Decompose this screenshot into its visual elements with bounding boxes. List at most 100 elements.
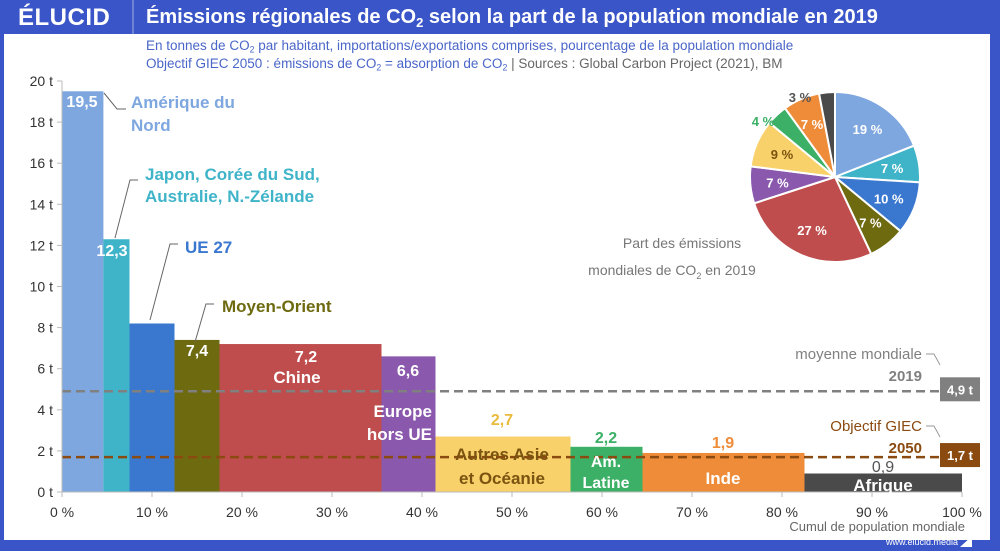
bar-region-label: Am. xyxy=(591,454,621,471)
x-tick-label: 20 % xyxy=(226,504,258,520)
y-tick-label: 14 t xyxy=(30,196,53,212)
subtitle-line-1: En tonnes de CO2 par habitant, importati… xyxy=(146,37,793,55)
bar-value-label: 0,9 xyxy=(872,459,894,476)
pie-layer: 19 % 7 % 10 % 7 % 27 % 7 % 9 % 4 % 7 % 3 % Part de… xyxy=(588,90,921,281)
pie-slice-label: 7 % xyxy=(881,161,904,176)
y-tick-label: 4 t xyxy=(37,402,53,418)
subtitle-subscript: 2 xyxy=(249,44,255,55)
pie-slice-label: 7 % xyxy=(859,216,882,231)
reference-badge-text: 4,9 t xyxy=(947,382,974,397)
title-subscript: 2 xyxy=(416,14,424,30)
x-tick-label: 80 % xyxy=(766,504,798,520)
y-tick-label: 10 t xyxy=(30,279,53,295)
bar-region-label: Latine xyxy=(582,475,629,492)
pie-title-text: en 2019 xyxy=(701,262,756,278)
subtitle-subscript: 2 xyxy=(376,62,382,73)
leader-line xyxy=(149,243,178,321)
reference-label: Objectif GIEC xyxy=(830,418,922,435)
y-tick-label: 20 t xyxy=(30,73,53,89)
reference-label: moyenne mondiale xyxy=(795,346,922,363)
elucid-corner-icon xyxy=(960,536,972,547)
title-text-post: selon la part de la population mondiale … xyxy=(423,6,878,28)
y-tick-label: 2 t xyxy=(37,443,53,459)
bar-3 xyxy=(174,339,220,492)
title-text-pre: Émissions régionales de CO xyxy=(146,6,417,28)
bar-region-label: Amérique du xyxy=(131,93,235,112)
labels-layer: 19,5 Amérique du Nord 12,3 Japon, Corée du S… xyxy=(66,92,913,495)
y-tick-label: 16 t xyxy=(30,155,53,171)
bar-value-label: 6,6 xyxy=(397,363,419,380)
pie-slice-0 xyxy=(834,90,916,179)
pie-slice-label: 4 % xyxy=(752,114,775,129)
y-tick-label: 0 t xyxy=(37,484,53,500)
reference-label: 2019 xyxy=(889,368,922,385)
chart-subtitle: En tonnes de CO2 par habitant, importati… xyxy=(146,37,793,73)
x-tick-label: 90 % xyxy=(856,504,888,520)
bar-region-label: Chine xyxy=(273,368,320,387)
bar-value-label: 7,2 xyxy=(295,349,317,366)
x-tick-label: 30 % xyxy=(316,504,348,520)
reference-label: 2050 xyxy=(889,440,922,457)
reference-badge-text: 1,7 t xyxy=(947,448,974,463)
y-tick-label: 8 t xyxy=(37,320,53,336)
subtitle-text: = absorption de CO xyxy=(381,56,503,71)
bar-region-label: Moyen-Orient xyxy=(222,297,332,316)
bar-region-label: Afrique xyxy=(853,476,913,495)
footer-url[interactable]: www.elucid.media xyxy=(885,537,958,547)
pie-slice-label: 19 % xyxy=(853,122,883,137)
bar-9 xyxy=(804,473,962,492)
bar-5 xyxy=(381,356,436,492)
reference-badge-1 xyxy=(940,443,980,468)
leader-line xyxy=(194,303,214,343)
pie-title-line-2: mondiales de CO2 en 2019 xyxy=(588,262,756,281)
subtitle-line-2: Objectif GIEC 2050 : émissions de CO2 = … xyxy=(146,55,793,73)
pie-slice-label: 9 % xyxy=(771,147,794,162)
header-bar: ÉLUCID Émissions régionales de CO2 selon… xyxy=(0,0,1000,34)
y-tick-label: 12 t xyxy=(30,237,53,253)
bar-region-label: Autres Asie xyxy=(455,445,549,464)
bar-7 xyxy=(570,446,643,492)
subtitle-text: Objectif GIEC 2050 : émissions de CO xyxy=(146,56,377,71)
x-tick-label: 40 % xyxy=(406,504,438,520)
sources-text: | Sources : Global Carbon Project (2021)… xyxy=(507,56,783,71)
axes-layer: 0 % 10 % 20 % 30 % 40 % 50 % 60 % 70 % 80 % 90 % 1… xyxy=(30,73,982,534)
bar-region-label: et Océanie xyxy=(459,469,545,488)
bar-2 xyxy=(129,323,175,492)
bar-region-label: Inde xyxy=(706,469,741,488)
pie-title-subscript: 2 xyxy=(696,271,701,281)
x-tick-label: 70 % xyxy=(676,504,708,520)
x-tick-label: 60 % xyxy=(586,504,618,520)
bar-region-label: Australie, N.-Zélande xyxy=(145,187,314,206)
bar-region-label: Nord xyxy=(131,116,171,135)
pie-slice-4 xyxy=(752,175,873,263)
pie-slice-label: 10 % xyxy=(874,191,904,206)
bar-region-label: Japon, Corée du Sud, xyxy=(145,165,320,184)
elucid-logo: ÉLUCID xyxy=(18,4,111,31)
bar-value-label: 12,3 xyxy=(96,243,127,260)
bar-value-label: 2,7 xyxy=(491,412,513,429)
leader-line xyxy=(103,92,126,110)
reference-badge-0 xyxy=(940,377,980,402)
bar-6 xyxy=(435,436,571,492)
bar-value-label: 1,9 xyxy=(712,435,734,452)
bar-1 xyxy=(103,239,130,492)
subtitle-text: En tonnes de CO xyxy=(146,38,250,53)
pie-title-text: mondiales de CO xyxy=(588,262,696,278)
header-divider xyxy=(132,0,134,34)
bar-8 xyxy=(642,452,805,492)
y-tick-label: 18 t xyxy=(30,114,53,130)
x-tick-label: 100 % xyxy=(942,504,982,520)
pie-slice-label: 27 % xyxy=(797,223,827,238)
bar-value-label: 7,4 xyxy=(186,343,208,360)
bars-layer xyxy=(62,91,962,493)
chart-title: Émissions régionales de CO2 selon la par… xyxy=(146,6,878,29)
pie-slice-label: 7 % xyxy=(801,117,824,132)
x-tick-label: 0 % xyxy=(50,504,74,520)
pie-slice-9 xyxy=(817,90,836,178)
bar-0 xyxy=(62,91,104,493)
bar-4 xyxy=(219,344,382,492)
x-tick-label: 10 % xyxy=(136,504,168,520)
bar-value-label: 2,2 xyxy=(595,430,617,447)
bar-region-label: hors UE xyxy=(367,425,432,444)
